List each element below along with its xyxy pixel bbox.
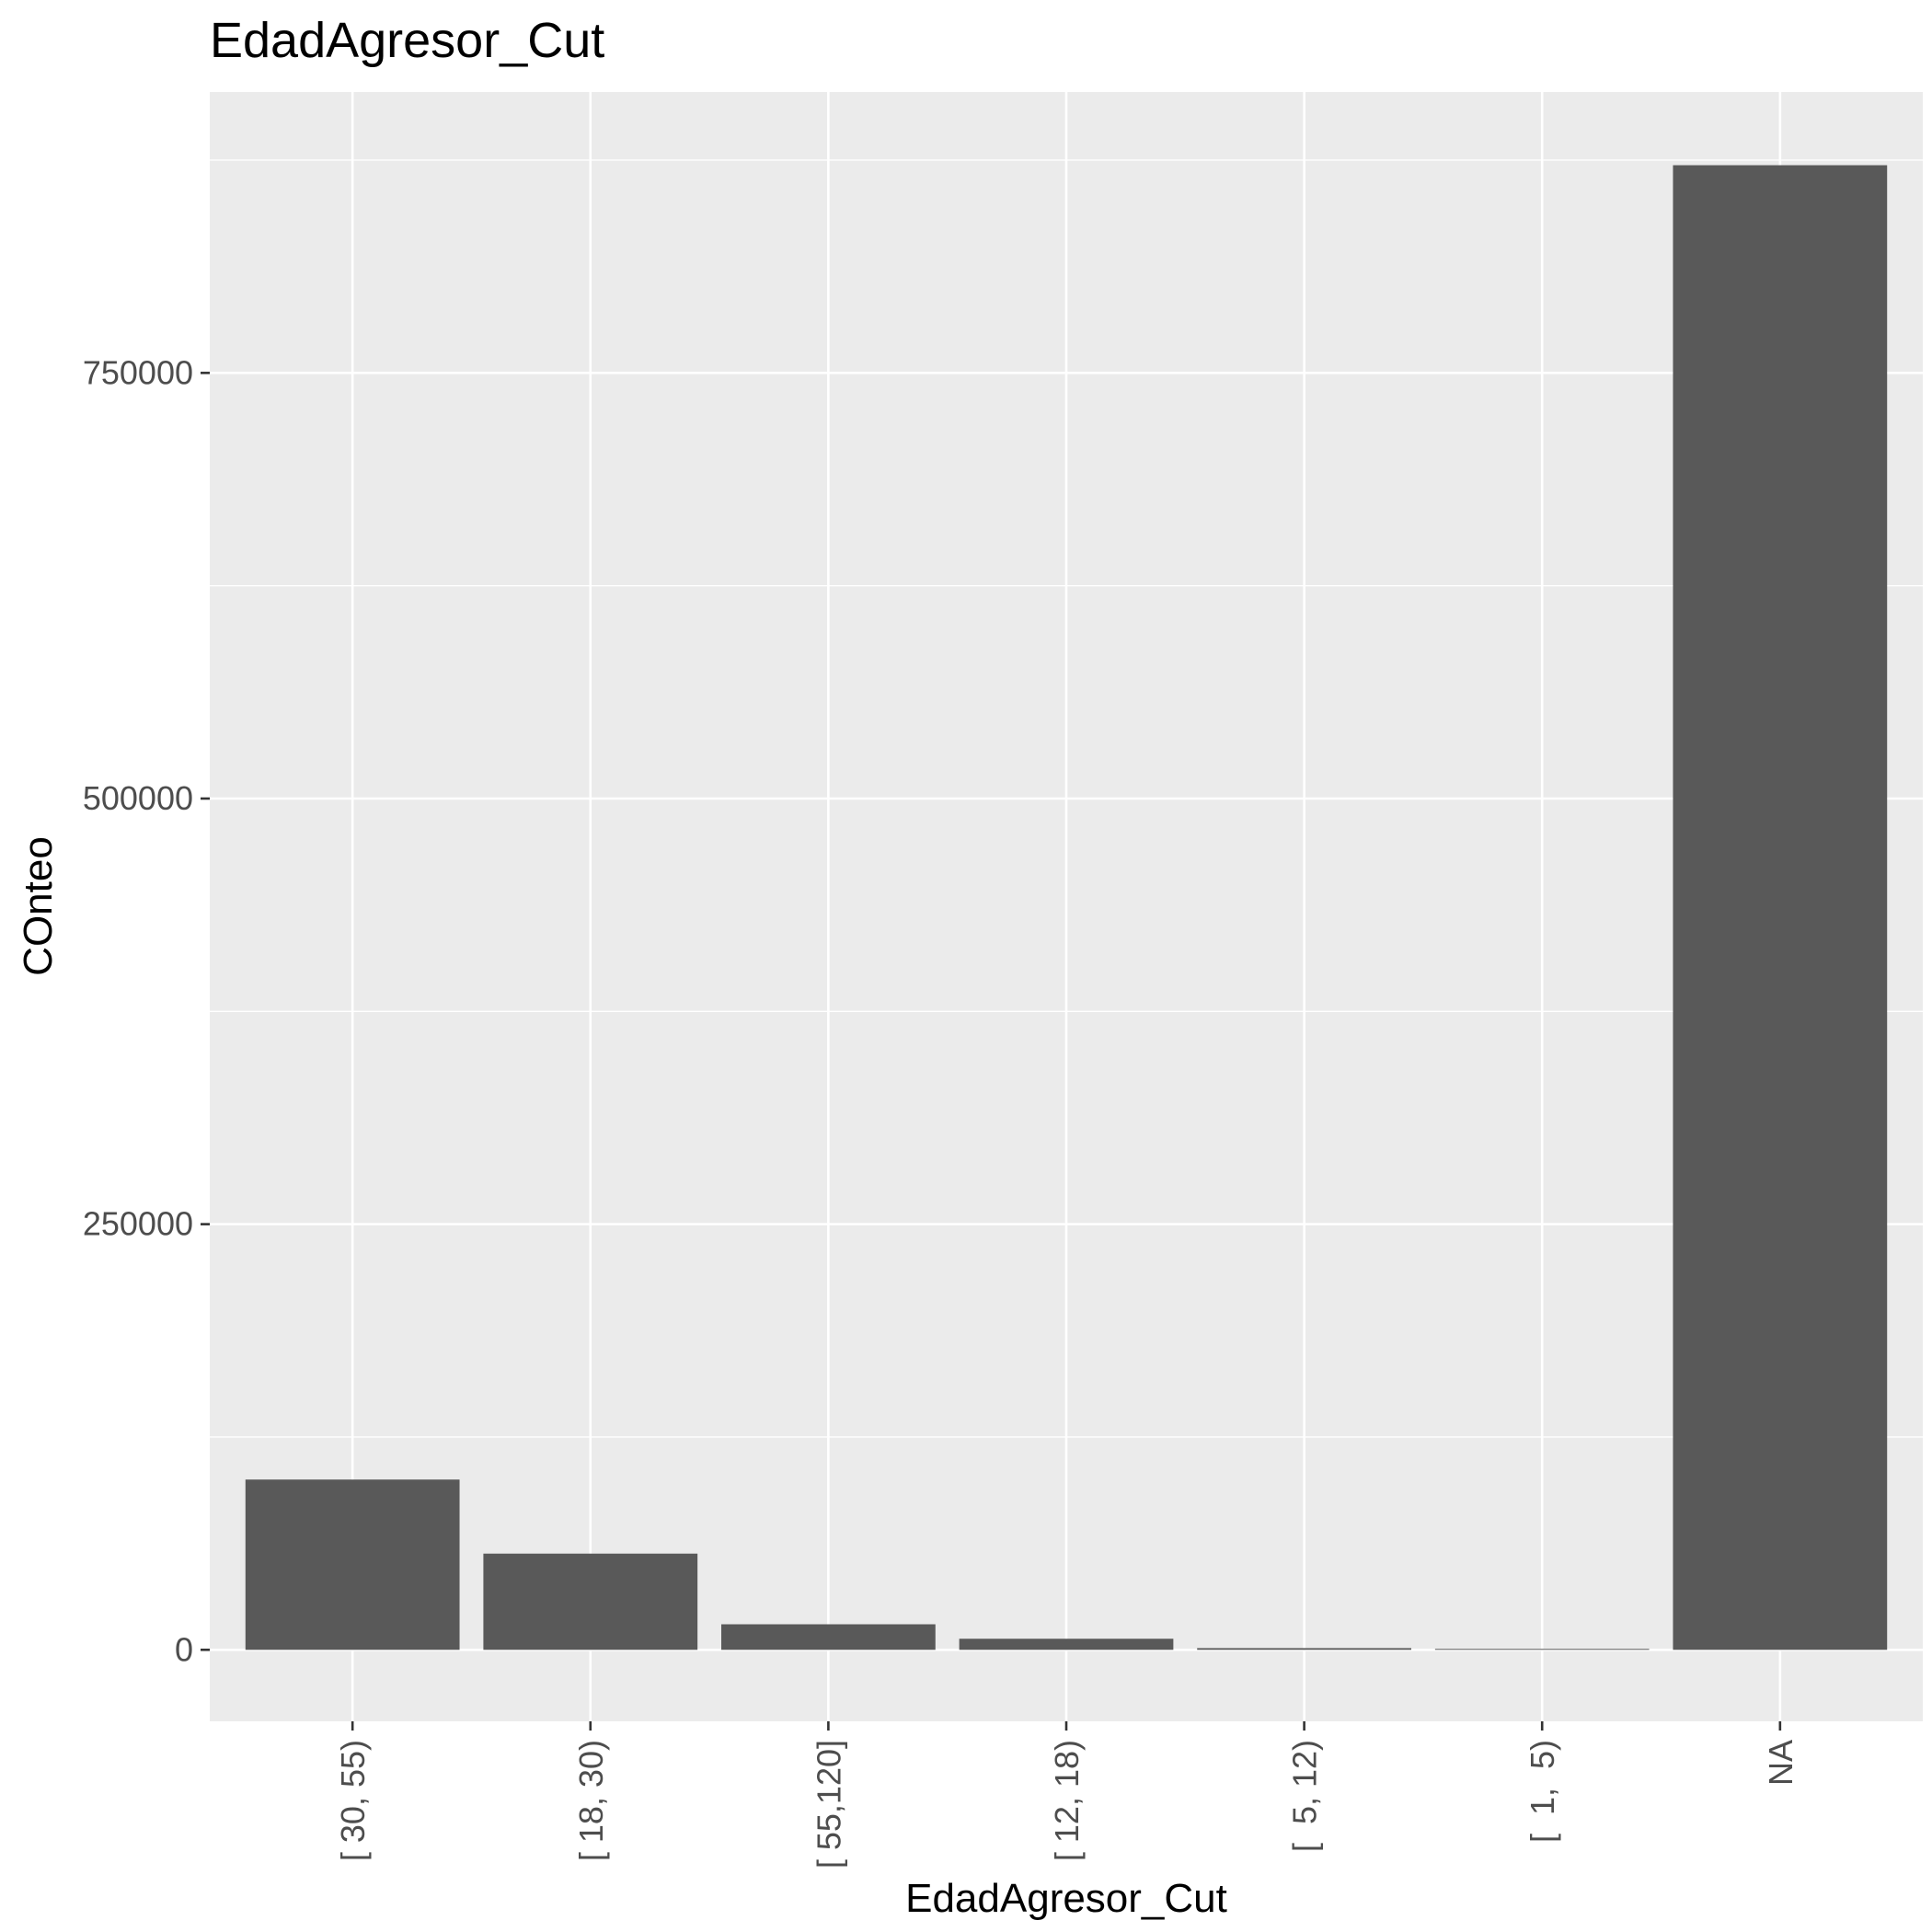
y-tick-label: 500000 xyxy=(83,779,193,817)
x-tick-label: NA xyxy=(1762,1740,1800,1786)
bar xyxy=(245,1479,460,1650)
chart-title: EdadAgresor_Cut xyxy=(210,13,604,68)
y-tick-label: 250000 xyxy=(83,1205,193,1243)
bar xyxy=(959,1639,1174,1650)
x-tick-label: [ 55,120] xyxy=(810,1740,847,1869)
bar xyxy=(1197,1648,1411,1650)
bar xyxy=(483,1553,698,1650)
x-tick-label: [ 5, 12) xyxy=(1286,1740,1324,1852)
x-tick-label: [ 12, 18) xyxy=(1048,1740,1086,1861)
x-tick-label: [ 18, 30) xyxy=(572,1740,610,1861)
x-axis-title: EdadAgresor_Cut xyxy=(905,1876,1227,1921)
y-tick-label: 0 xyxy=(175,1630,193,1668)
y-axis: 0 250000 500000 750000 xyxy=(83,353,210,1668)
bar xyxy=(721,1624,936,1650)
x-tick-label: [ 30, 55) xyxy=(334,1740,372,1861)
y-tick-label: 750000 xyxy=(83,353,193,391)
x-axis: [ 30, 55) [ 18, 30) [ 55,120] [ 12, 18) [ 5,… xyxy=(334,1721,1800,1869)
bars xyxy=(245,165,1888,1650)
bar xyxy=(1434,1649,1650,1650)
x-tick-label: [ 1, 5) xyxy=(1524,1740,1561,1843)
bar xyxy=(1673,165,1888,1650)
y-axis-title: COnteo xyxy=(16,836,61,976)
